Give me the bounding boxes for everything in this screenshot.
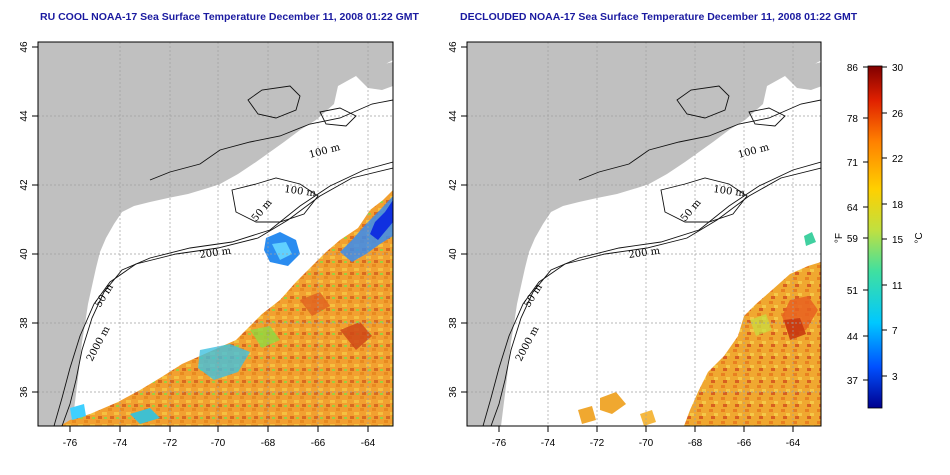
fahrenheit-tick-label: 64 <box>847 203 859 214</box>
fahrenheit-tick-label: 44 <box>847 332 859 343</box>
lon-tick-label: -68 <box>261 438 276 449</box>
contour-label: 100 m <box>284 184 317 199</box>
lat-tick-label: 40 <box>448 248 459 260</box>
fahrenheit-tick-label: 37 <box>847 376 859 387</box>
lat-tick-label: 44 <box>19 110 30 122</box>
lon-tick-label: -64 <box>786 438 801 449</box>
celsius-tick-label: 30 <box>892 63 904 74</box>
left-map-panel: 100 m 100 m 50 m 200 m 50 m 2000 m -76 -… <box>19 41 394 449</box>
lon-tick-label: -70 <box>639 438 654 449</box>
fahrenheit-tick-label: 59 <box>847 234 859 245</box>
celsius-tick-label: 18 <box>892 200 904 211</box>
celsius-tick-label: 7 <box>892 326 898 337</box>
temperature-colorbar: 86 78 71 64 59 51 44 37 30 26 22 18 15 1… <box>834 63 925 409</box>
celsius-unit-label: °C <box>914 232 925 243</box>
fahrenheit-tick-label: 51 <box>847 286 859 297</box>
lon-tick-label: -64 <box>361 438 376 449</box>
lon-tick-label: -76 <box>492 438 507 449</box>
lon-tick-label: -70 <box>211 438 226 449</box>
celsius-tick-label: 26 <box>892 109 904 120</box>
contour-label: 100 m <box>713 184 746 199</box>
lat-tick-label: 42 <box>448 179 459 191</box>
celsius-tick-label: 22 <box>892 154 904 165</box>
sst-swath-right <box>684 262 821 426</box>
right-map-panel: 100 m 100 m 50 m 200 m 50 m 2000 m -76 -… <box>448 41 822 449</box>
celsius-tick-label: 3 <box>892 372 898 383</box>
contour-label: 200 m <box>199 246 232 261</box>
lat-tick-label: 36 <box>448 386 459 398</box>
lat-tick-label: 46 <box>19 41 30 53</box>
lon-tick-label: -72 <box>163 438 178 449</box>
lon-tick-label: -68 <box>688 438 703 449</box>
lon-tick-label: -66 <box>311 438 326 449</box>
contour-label: 200 m <box>628 246 661 261</box>
lon-tick-label: -66 <box>737 438 752 449</box>
lat-tick-label: 42 <box>19 179 30 191</box>
lat-tick-label: 36 <box>19 386 30 398</box>
fahrenheit-tick-label: 78 <box>847 114 859 125</box>
lon-tick-label: -72 <box>590 438 605 449</box>
lat-tick-label: 40 <box>19 248 30 260</box>
left-map-title: RU COOL NOAA-17 Sea Surface Temperature … <box>40 11 419 23</box>
lat-tick-label: 38 <box>448 317 459 329</box>
celsius-tick-label: 15 <box>892 235 904 246</box>
sst-swath-left <box>60 190 393 426</box>
lat-tick-label: 38 <box>19 317 30 329</box>
lat-tick-label: 46 <box>448 41 459 53</box>
right-map-title: DECLOUDED NOAA-17 Sea Surface Temperatur… <box>460 11 858 23</box>
celsius-tick-label: 11 <box>892 281 903 292</box>
lon-tick-label: -74 <box>113 438 128 449</box>
lat-tick-label: 44 <box>448 110 459 122</box>
lon-tick-label: -74 <box>541 438 556 449</box>
fahrenheit-unit-label: °F <box>834 233 845 243</box>
lon-tick-label: -76 <box>63 438 78 449</box>
fahrenheit-tick-label: 86 <box>847 63 859 74</box>
fahrenheit-tick-label: 71 <box>847 158 859 169</box>
